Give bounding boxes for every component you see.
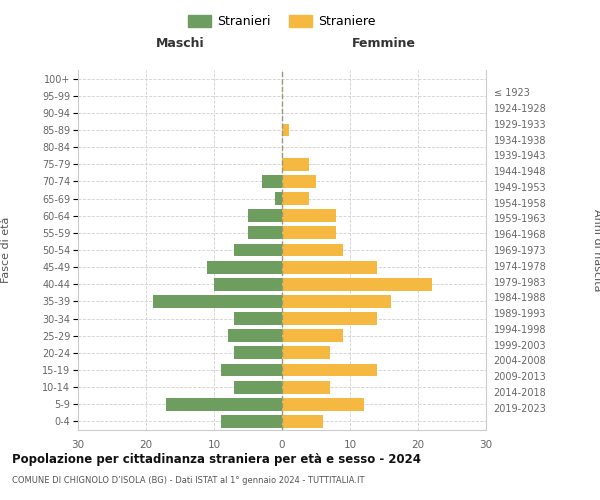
Bar — [282, 398, 364, 410]
Bar — [275, 192, 282, 205]
Legend: Stranieri, Straniere: Stranieri, Straniere — [185, 12, 379, 32]
Bar — [282, 380, 329, 394]
Bar — [282, 210, 337, 222]
Bar — [282, 330, 343, 342]
Bar — [248, 210, 282, 222]
Bar — [282, 226, 337, 239]
Text: Femmine: Femmine — [352, 37, 416, 50]
Bar — [282, 278, 431, 290]
Text: Fasce di età: Fasce di età — [1, 217, 11, 283]
Bar — [235, 312, 282, 325]
Bar — [282, 175, 316, 188]
Bar — [262, 175, 282, 188]
Text: Popolazione per cittadinanza straniera per età e sesso - 2024: Popolazione per cittadinanza straniera p… — [12, 452, 421, 466]
Bar — [282, 346, 329, 360]
Bar — [221, 364, 282, 376]
Bar — [153, 295, 282, 308]
Bar — [282, 415, 323, 428]
Bar — [235, 244, 282, 256]
Bar — [235, 380, 282, 394]
Bar — [214, 278, 282, 290]
Bar — [282, 158, 309, 170]
Bar — [207, 260, 282, 274]
Text: Anni di nascita: Anni di nascita — [592, 209, 600, 291]
Text: Maschi: Maschi — [155, 37, 205, 50]
Bar — [166, 398, 282, 410]
Bar — [282, 260, 377, 274]
Bar — [282, 312, 377, 325]
Bar — [227, 330, 282, 342]
Text: COMUNE DI CHIGNOLO D’ISOLA (BG) - Dati ISTAT al 1° gennaio 2024 - TUTTITALIA.IT: COMUNE DI CHIGNOLO D’ISOLA (BG) - Dati I… — [12, 476, 365, 485]
Bar — [282, 124, 289, 136]
Bar — [221, 415, 282, 428]
Bar — [282, 295, 391, 308]
Bar — [282, 364, 377, 376]
Bar — [235, 346, 282, 360]
Bar — [282, 192, 309, 205]
Bar — [282, 244, 343, 256]
Bar — [248, 226, 282, 239]
